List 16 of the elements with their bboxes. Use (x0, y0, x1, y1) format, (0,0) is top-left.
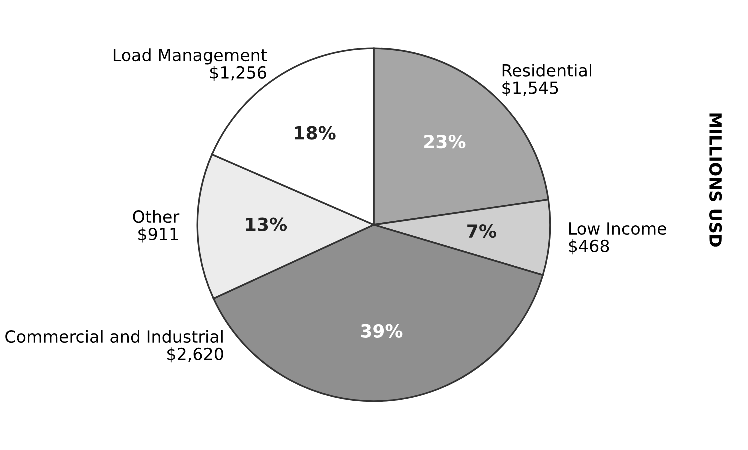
text: 23% (424, 134, 466, 149)
data-label: $468 (569, 240, 610, 255)
slice-label: Commercial and Industrial (6, 330, 223, 344)
text: 7% (468, 224, 496, 238)
slice-label: Residential (502, 64, 592, 77)
data-label: $2,620 (168, 348, 224, 363)
text: 13% (246, 218, 288, 232)
data-label: $911 (138, 228, 178, 243)
slice-label: Low Income (570, 222, 666, 236)
data-label: $1,256 (210, 66, 266, 82)
slice-label: Other (133, 210, 180, 224)
text: 39% (361, 324, 403, 338)
text: MILLIONS USD (710, 114, 722, 247)
data-label: $1,545 (502, 81, 558, 97)
text: 18% (295, 126, 336, 140)
slice-label: Load Management (114, 48, 268, 65)
